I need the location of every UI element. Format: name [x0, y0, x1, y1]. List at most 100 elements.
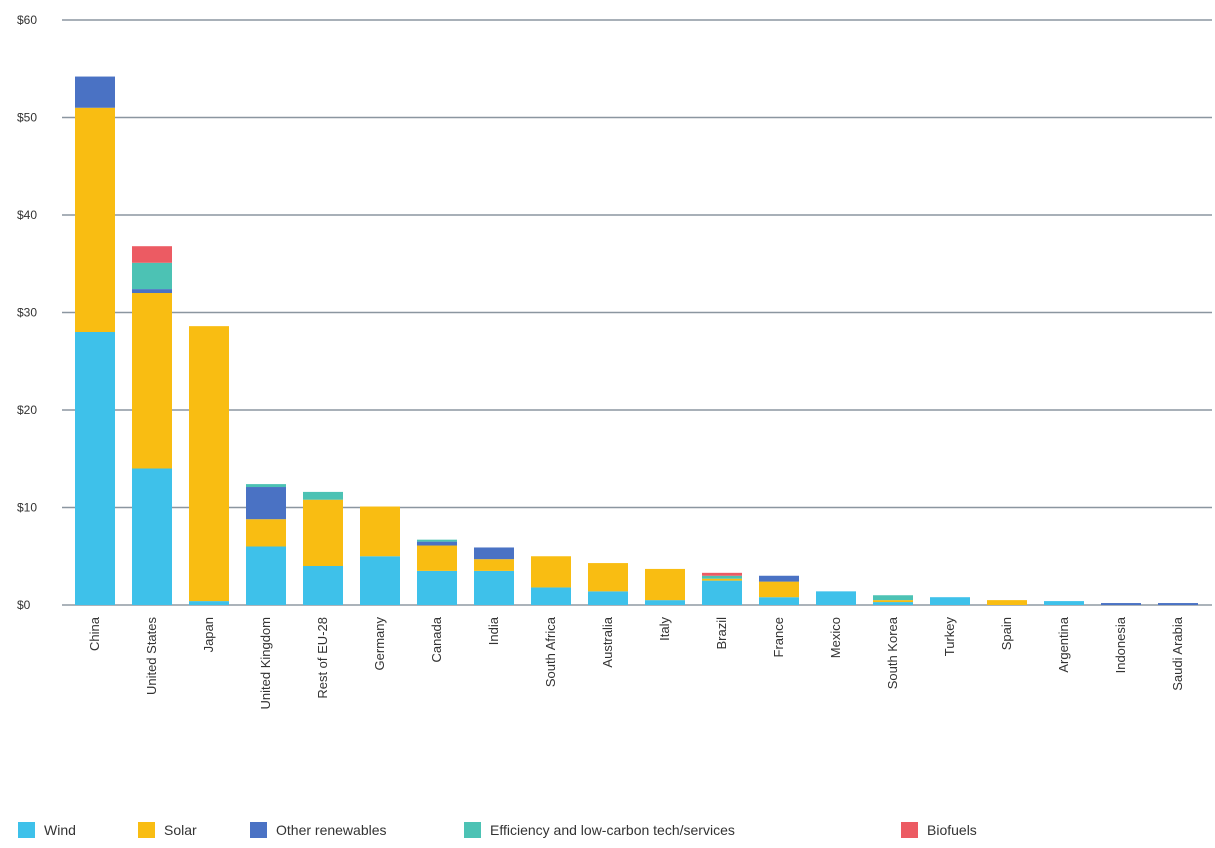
bar-segment	[759, 575, 799, 582]
bar-segment	[930, 597, 970, 605]
bar-segment	[531, 556, 571, 588]
x-tick-label: South Korea	[885, 616, 900, 689]
x-tick-label: China	[87, 616, 102, 651]
bar-segment	[816, 591, 856, 605]
y-axis-ticks: $0 $10 $20 $30 $40 $50 $60	[17, 13, 37, 612]
legend-label: Wind	[44, 822, 76, 838]
bar-segment	[645, 600, 685, 605]
bar-segment	[189, 601, 229, 605]
x-tick-label: Argentina	[1056, 616, 1071, 672]
legend: Wind Solar Other renewables Efficiency and …	[18, 822, 977, 838]
bar-segment	[417, 570, 457, 605]
legend-label: Biofuels	[927, 822, 977, 838]
legend-swatch	[464, 822, 481, 838]
bar-stack	[132, 246, 172, 605]
bar-segment	[360, 506, 400, 557]
bar-stack	[189, 326, 229, 605]
bar-stack	[531, 556, 571, 605]
bar-segment	[246, 546, 286, 605]
bar-stack	[930, 597, 970, 605]
bar-segment	[417, 539, 457, 542]
bar-segment	[987, 600, 1027, 605]
legend-label: Other renewables	[276, 822, 387, 838]
bar-stack	[588, 563, 628, 605]
legend-item: Other renewables	[250, 822, 387, 838]
bar-segment	[360, 556, 400, 605]
bar-segment	[702, 580, 742, 605]
bar-segment	[303, 499, 343, 566]
y-tick-label: $30	[17, 306, 37, 320]
bar-segment	[873, 595, 913, 601]
x-tick-label: Turkey	[942, 617, 957, 657]
gridlines	[62, 19, 1212, 606]
x-tick-label: Australia	[600, 616, 615, 667]
bar-stack	[702, 572, 742, 605]
bar-segment	[189, 326, 229, 602]
bar-segment	[531, 587, 571, 605]
x-axis-ticks: China United States Japan United Kingdom Res…	[87, 616, 1185, 709]
legend-item: Efficiency and low-carbon tech/services	[464, 822, 735, 838]
legend-swatch	[250, 822, 267, 838]
legend-label: Solar	[164, 822, 197, 838]
bar-segment	[588, 591, 628, 605]
bar-segment	[417, 545, 457, 571]
bar-segment	[1044, 601, 1084, 605]
y-tick-label: $40	[17, 208, 37, 222]
bar-segment	[645, 568, 685, 601]
x-tick-label: India	[486, 616, 501, 645]
bar-segment	[474, 559, 514, 571]
x-tick-label: United Kingdom	[258, 617, 273, 710]
bar-segment	[246, 484, 286, 488]
bar-segment	[303, 491, 343, 500]
x-tick-label: Germany	[372, 617, 387, 671]
bar-segment	[702, 572, 742, 576]
x-tick-label: France	[771, 617, 786, 657]
bar-stack	[1044, 601, 1084, 605]
y-tick-label: $20	[17, 403, 37, 417]
bar-segment	[417, 541, 457, 546]
x-tick-label: Brazil	[714, 617, 729, 650]
bar-segment	[246, 487, 286, 520]
bar-segment	[873, 602, 913, 605]
x-tick-label: Spain	[999, 617, 1014, 650]
x-tick-label: South Africa	[543, 616, 558, 687]
bar-stack	[1158, 603, 1198, 605]
legend-label: Efficiency and low-carbon tech/services	[490, 822, 735, 838]
bar-segment	[702, 578, 742, 581]
x-tick-label: Italy	[657, 617, 672, 641]
bar-stack	[360, 506, 400, 605]
bar-segment	[1101, 603, 1141, 605]
bar-segment	[132, 246, 172, 263]
bar-segment	[873, 600, 913, 603]
bar-segment	[75, 76, 115, 108]
x-tick-label: Rest of EU-28	[315, 617, 330, 699]
legend-item: Biofuels	[901, 822, 977, 838]
bar-segment	[246, 519, 286, 547]
bar-segment	[474, 570, 514, 605]
bar-segment	[75, 332, 115, 605]
bar-segment	[132, 293, 172, 469]
y-tick-label: $60	[17, 13, 37, 27]
bars	[75, 76, 1198, 605]
bar-segment	[702, 575, 742, 579]
x-tick-label: United States	[144, 617, 159, 696]
y-tick-label: $0	[17, 598, 31, 612]
y-tick-label: $50	[17, 111, 37, 125]
legend-swatch	[18, 822, 35, 838]
bar-segment	[132, 289, 172, 293]
legend-swatch	[138, 822, 155, 838]
bar-segment	[474, 547, 514, 560]
legend-item: Wind	[18, 822, 76, 838]
legend-swatch	[901, 822, 918, 838]
bar-segment	[1158, 603, 1198, 605]
bar-stack	[759, 575, 799, 605]
bar-stack	[873, 595, 913, 605]
x-tick-label: Indonesia	[1113, 616, 1128, 673]
bar-stack	[417, 539, 457, 605]
bar-stack	[75, 76, 115, 605]
bar-stack	[246, 484, 286, 605]
bar-segment	[132, 468, 172, 605]
bar-segment	[303, 566, 343, 605]
